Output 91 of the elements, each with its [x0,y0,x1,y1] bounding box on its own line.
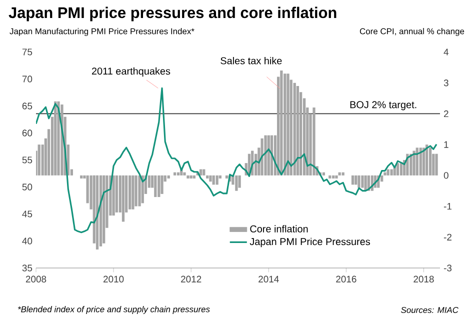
bar [138,175,141,206]
y-tick-label: 35 [22,264,32,272]
bar [264,135,267,176]
bar [112,175,115,216]
y-tick-label: 70 [22,76,32,82]
bar [190,175,192,179]
bar [57,101,60,176]
bar [238,175,241,188]
bar [280,70,283,176]
bar [428,148,432,176]
bar [384,172,386,176]
y2-tick-label: 2 [444,110,448,118]
annotation: Sales tax hike [220,56,282,64]
bar [235,175,238,191]
bar [216,175,218,185]
bar [342,172,344,176]
bar [286,74,290,176]
y2-axis-title: Core CPI, annual % change [360,28,464,36]
y-tick-label: 50 [22,184,32,190]
annotation: 2011 earthquakes [92,67,170,77]
legend-label: Core inflation [250,225,308,232]
bar [435,154,438,176]
bar [122,175,125,222]
text: *Blended index of price and supply chain pressures [18,306,210,314]
bar [183,172,186,176]
y2-tick-label: -3 [444,264,452,272]
bar [284,74,286,176]
bar [361,175,364,188]
y2-tick-label: 1 [444,141,448,148]
bar [412,150,416,176]
y2-tick-label: -1 [444,203,452,210]
bar [173,172,176,176]
bar [296,86,300,176]
ref-line-label: BOJ 2% target. [350,101,416,110]
chart-title: Japan PMI price pressures and core inflation [8,6,336,22]
y2-tick-label: -2 [444,234,452,240]
y-tick-label: 55 [22,156,32,164]
bar [354,175,358,185]
y-tick-label: 45 [22,210,32,218]
bar [400,163,403,176]
x-tick-label: 2014 [258,276,279,282]
y-tick-label: 40 [22,238,32,244]
x-tick-label: 2018 [414,276,434,282]
x-tick-label: 2010 [103,276,124,282]
bar [351,175,354,185]
y2-tick-label: 3 [444,80,448,86]
bar [160,175,164,194]
bar [312,108,316,176]
bar [186,175,190,179]
bar [102,175,106,244]
bar [332,175,335,179]
bar [154,175,157,198]
bar [80,175,83,179]
bar [328,175,332,179]
x-tick-label: 2016 [336,276,356,282]
bar [416,148,418,176]
bar [115,175,118,212]
bar [338,172,341,176]
x-tick-label: 2008 [26,276,46,282]
bar [335,175,338,179]
x-tick-label: 2012 [181,276,202,282]
bar [386,169,390,176]
bar [176,172,180,176]
bar [364,175,367,191]
bar [322,172,326,176]
bar [167,175,170,179]
bar [225,175,228,179]
bar [54,101,57,176]
y-tick-label: 65 [22,102,32,110]
y2-tick-label: 0 [444,172,448,179]
bar [390,169,393,176]
bar [260,138,264,176]
y2-tick-label: 4 [444,48,449,56]
bar [358,175,360,188]
bar [212,175,215,185]
y-tick-label: 75 [22,48,32,56]
bar [206,175,209,179]
y-axis-title: Japan Manufacturing PMI Price Pressures Index* [10,28,194,36]
bar [38,144,40,176]
bar [202,169,206,176]
bar [158,175,160,198]
bar [134,175,138,206]
bar [192,175,196,179]
bar [128,175,132,210]
bar [132,175,134,210]
bar [396,163,400,176]
y-tick-label: 60 [22,130,32,136]
legend-label: Japan PMI Price Pressures [250,238,370,248]
bar [293,82,296,176]
source-note: Sources: MIAC [400,307,459,313]
bar [209,175,212,182]
